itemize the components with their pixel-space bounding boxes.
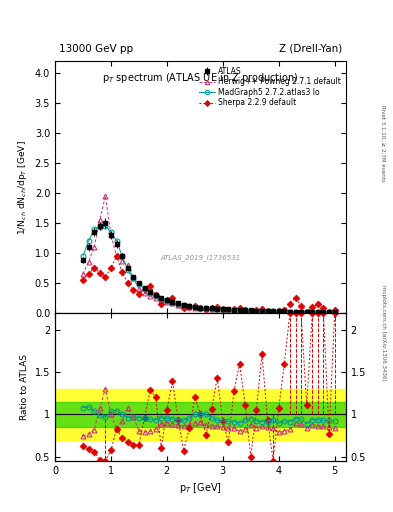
X-axis label: p$_T$ [GeV]: p$_T$ [GeV] (179, 481, 222, 495)
Text: Rivet 3.1.10, ≥ 2.7M events: Rivet 3.1.10, ≥ 2.7M events (381, 105, 386, 182)
Text: ATLAS_2019_I1736531: ATLAS_2019_I1736531 (160, 254, 241, 261)
Y-axis label: Ratio to ATLAS: Ratio to ATLAS (20, 354, 29, 420)
Text: mcplots.cern.ch [arXiv:1306.3436]: mcplots.cern.ch [arXiv:1306.3436] (381, 285, 386, 380)
Text: p$_T$ spectrum (ATLAS UE in Z production): p$_T$ spectrum (ATLAS UE in Z production… (102, 72, 299, 86)
Text: Z (Drell-Yan): Z (Drell-Yan) (279, 44, 342, 54)
Text: 13000 GeV pp: 13000 GeV pp (59, 44, 133, 54)
Y-axis label: 1/N$_{ch}$ dN$_{ch}$/dp$_T$ [GeV]: 1/N$_{ch}$ dN$_{ch}$/dp$_T$ [GeV] (16, 140, 29, 234)
Legend: ATLAS, Herwig++ Powheg 2.7.1 default, MadGraph5 2.7.2.atlas3 lo, Sherpa 2.2.9 de: ATLAS, Herwig++ Powheg 2.7.1 default, Ma… (198, 65, 342, 109)
